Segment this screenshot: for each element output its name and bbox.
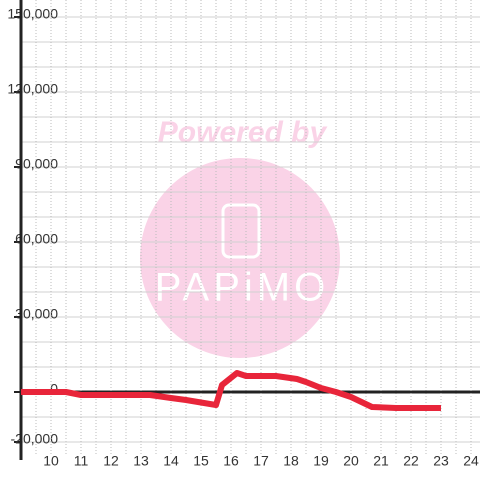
y-tick-label: 60,000 bbox=[15, 231, 58, 247]
x-tick-label: 24 bbox=[463, 453, 479, 469]
x-tick-label: 11 bbox=[74, 453, 89, 469]
watermark-title: Powered by bbox=[158, 116, 328, 149]
x-tick-label: 21 bbox=[373, 453, 389, 469]
watermark-icon bbox=[221, 203, 261, 259]
x-tick-label: 23 bbox=[433, 453, 449, 469]
watermark-brand: PAPiMO bbox=[155, 266, 329, 310]
x-tick-label: 10 bbox=[43, 453, 59, 469]
line bbox=[21, 370, 441, 411]
y-tick-label: 90,000 bbox=[15, 156, 58, 172]
x-tick-label: 18 bbox=[283, 453, 299, 469]
x-tick-label: 19 bbox=[313, 453, 329, 469]
x-tick-label: 15 bbox=[193, 453, 209, 469]
y-tick-label: 150,000 bbox=[7, 6, 58, 22]
y-tick-label: 120,000 bbox=[7, 81, 58, 97]
x-tick-label: 17 bbox=[253, 453, 269, 469]
x-tick-label: 14 bbox=[163, 453, 179, 469]
x-tick-label: 13 bbox=[133, 453, 149, 469]
x-tick-label: 22 bbox=[403, 453, 419, 469]
y-tick-label: 0 bbox=[50, 381, 58, 397]
x-tick-label: 16 bbox=[223, 453, 239, 469]
x-tick-label: 20 bbox=[343, 453, 359, 469]
y-tick-label: 30,000 bbox=[15, 306, 58, 322]
x-tick-label: 12 bbox=[103, 453, 119, 469]
